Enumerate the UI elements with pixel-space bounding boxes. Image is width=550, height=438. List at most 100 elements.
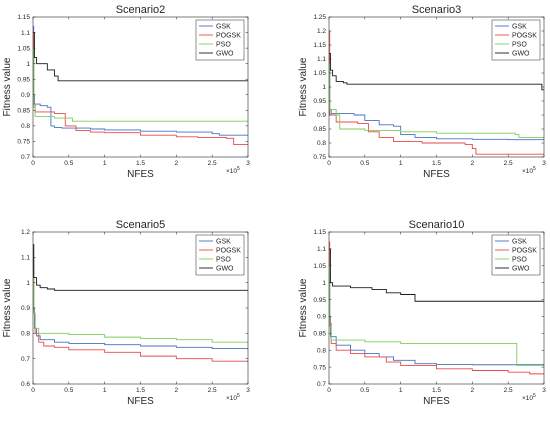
x-exponent-label: ×105 [226, 166, 240, 175]
y-tick-label: 1.1 [21, 255, 30, 262]
x-tick-label: 1 [103, 160, 107, 167]
legend-entry-gsk: GSK [512, 238, 527, 245]
y-tick-label: 0.8 [317, 347, 326, 354]
x-tick-label: 3 [246, 160, 250, 167]
y-tick-label: 0.6 [21, 381, 30, 388]
series-line-pso [33, 47, 248, 122]
series-line-gwo [329, 248, 544, 302]
y-axis-label: Fitness value [298, 278, 309, 337]
legend-entry-gsk: GSK [512, 23, 527, 30]
chart-4: 0 0.5 1 1.5 2 2.5 3 0.7 0.75 0.8 0.85 0.9 0.95 1 1.05 1… [298, 219, 546, 407]
legend-entry-pogsk: POGSK [216, 32, 241, 39]
y-axis-label: Fitness value [2, 278, 13, 337]
x-exponent-label: ×105 [522, 393, 536, 402]
y-tick-label: 1 [322, 84, 326, 91]
y-tick-label: 0.75 [313, 364, 326, 371]
y-tick-label: 1.15 [313, 229, 326, 236]
y-tick-label: 1.1 [317, 56, 326, 63]
legend: GSK POGSK PSO GWO [195, 19, 245, 61]
legend-entry-pogsk: POGSK [512, 32, 537, 39]
x-exponent-label: ×105 [226, 393, 240, 402]
y-tick-label: 0.85 [313, 331, 326, 338]
x-axis-label: NFES [423, 396, 450, 407]
x-tick-label: 2 [175, 387, 179, 394]
y-axis-label: Fitness value [298, 57, 309, 116]
x-tick-label: 1.5 [136, 160, 145, 167]
x-tick-label: 1 [103, 387, 107, 394]
x-axis-label: NFES [423, 169, 450, 180]
legend-entry-gsk: GSK [216, 23, 231, 30]
x-tick-label: 3 [542, 387, 546, 394]
x-tick-label: 3 [246, 387, 250, 394]
legend-entry-gsk: GSK [216, 238, 231, 245]
series-line-gsk [33, 244, 248, 350]
x-tick-label: 2.5 [504, 387, 513, 394]
series-line-pso [33, 269, 248, 344]
x-tick-label: 0.5 [360, 387, 369, 394]
x-tick-label: 1.5 [136, 387, 145, 394]
x-tick-label: 1.5 [432, 387, 441, 394]
y-tick-label: 1.15 [313, 42, 326, 49]
x-exponent-label: ×105 [522, 166, 536, 175]
series-line-gwo [33, 244, 248, 291]
y-tick-label: 1.2 [317, 28, 326, 35]
y-tick-label: 1.1 [317, 246, 326, 253]
x-tick-label: 2.5 [208, 387, 217, 394]
y-tick-label: 1.15 [17, 14, 30, 21]
x-tick-label: 0 [31, 160, 35, 167]
y-tick-label: 0.75 [313, 154, 326, 161]
y-tick-label: 1.25 [313, 14, 326, 21]
y-tick-label: 0.9 [21, 305, 30, 312]
y-tick-label: 0.95 [313, 98, 326, 105]
y-tick-label: 1 [26, 61, 30, 68]
y-tick-label: 1 [322, 280, 326, 287]
legend: GSK POGSK PSO GWO [195, 234, 245, 276]
x-tick-label: 0.5 [64, 387, 73, 394]
legend-entry-gwo: GWO [216, 265, 234, 272]
y-tick-label: 0.9 [21, 92, 30, 99]
y-tick-label: 1 [26, 280, 30, 287]
x-tick-label: 0 [327, 160, 331, 167]
x-tick-label: 2.5 [504, 160, 513, 167]
x-axis-label: NFES [127, 396, 154, 407]
chart-title: Scenario5 [116, 219, 166, 231]
x-axis-label: NFES [127, 169, 154, 180]
x-tick-label: 0 [327, 387, 331, 394]
y-tick-label: 0.7 [317, 381, 326, 388]
y-tick-label: 0.9 [317, 314, 326, 321]
y-tick-label: 1.05 [313, 70, 326, 77]
x-tick-label: 1.5 [432, 160, 441, 167]
legend-entry-gwo: GWO [512, 265, 530, 272]
series-line-pso [329, 64, 544, 139]
y-tick-label: 1.1 [21, 30, 30, 37]
x-tick-label: 2.5 [208, 160, 217, 167]
x-tick-label: 1 [399, 160, 403, 167]
series-line-gsk [329, 52, 544, 141]
y-tick-label: 0.8 [317, 140, 326, 147]
legend-entry-pso: PSO [512, 256, 527, 263]
series-line-gwo [33, 32, 248, 82]
x-tick-label: 2 [471, 160, 475, 167]
x-tick-label: 2 [471, 387, 475, 394]
chart-3: 0 0.5 1 1.5 2 2.5 3 0.6 0.7 0.8 0.9 1 1.1 1.2 ×105 Scen… [2, 219, 250, 407]
legend-entry-pso: PSO [512, 41, 527, 48]
x-tick-label: 0 [31, 387, 35, 394]
series-line-gsk [329, 248, 544, 366]
x-tick-label: 2 [175, 160, 179, 167]
y-tick-label: 0.95 [17, 76, 30, 83]
x-tick-label: 0.5 [360, 160, 369, 167]
y-tick-label: 1.05 [313, 263, 326, 270]
series-line-pso [329, 265, 544, 366]
legend-entry-pogsk: POGSK [512, 247, 537, 254]
y-tick-label: 0.8 [21, 123, 30, 130]
chart-title: Scenario10 [409, 219, 465, 231]
chart-1: 0 0.5 1 1.5 2 2.5 3 0.7 0.75 0.8 0.85 0.9 0.95 1 1.05 1… [2, 4, 250, 180]
x-tick-label: 1 [399, 387, 403, 394]
legend: GSK POGSK PSO GWO [491, 234, 541, 276]
y-tick-label: 0.9 [317, 112, 326, 119]
y-tick-label: 0.95 [313, 297, 326, 304]
legend-entry-gwo: GWO [512, 50, 530, 57]
x-tick-label: 3 [542, 160, 546, 167]
legend-entry-pogsk: POGSK [216, 247, 241, 254]
